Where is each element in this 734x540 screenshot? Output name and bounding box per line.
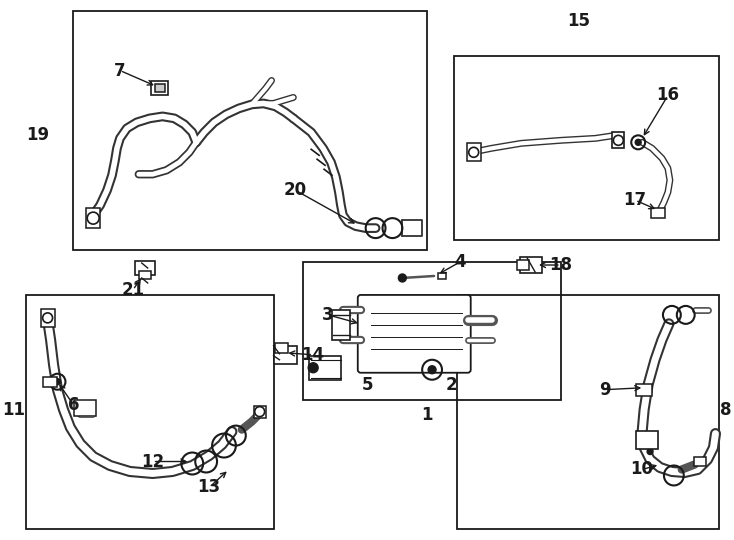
Text: 14: 14 — [302, 346, 324, 364]
Bar — [135, 261, 155, 275]
Text: 13: 13 — [197, 478, 221, 496]
Bar — [74, 400, 96, 416]
Bar — [139, 271, 150, 279]
Circle shape — [647, 449, 653, 455]
Circle shape — [640, 441, 648, 449]
Bar — [438, 273, 446, 279]
Circle shape — [54, 379, 60, 384]
Text: 8: 8 — [719, 401, 731, 418]
Text: 2: 2 — [446, 376, 458, 394]
Bar — [309, 356, 341, 380]
Bar — [254, 406, 266, 417]
Bar — [454, 56, 719, 240]
Text: 21: 21 — [121, 281, 145, 299]
Bar — [40, 309, 54, 327]
Bar — [517, 260, 529, 270]
Bar — [275, 343, 288, 353]
Text: 1: 1 — [421, 406, 433, 423]
Text: 7: 7 — [114, 62, 126, 79]
Bar — [332, 310, 350, 340]
Circle shape — [399, 274, 407, 282]
Circle shape — [635, 139, 642, 145]
Text: 19: 19 — [26, 126, 49, 144]
Bar — [467, 143, 481, 161]
Text: 11: 11 — [2, 401, 26, 418]
Circle shape — [87, 212, 99, 224]
Bar — [520, 257, 542, 273]
Text: 4: 4 — [454, 253, 465, 271]
Bar — [612, 132, 625, 149]
Bar — [73, 11, 427, 250]
Circle shape — [308, 363, 318, 373]
Bar — [636, 384, 652, 396]
Bar — [155, 84, 164, 92]
Bar — [274, 346, 297, 364]
Bar — [43, 377, 57, 387]
Circle shape — [428, 366, 436, 374]
Bar — [636, 430, 658, 449]
Bar — [651, 208, 665, 218]
Text: 16: 16 — [656, 86, 680, 104]
Text: 12: 12 — [141, 453, 164, 470]
Text: 18: 18 — [549, 256, 573, 274]
Text: 10: 10 — [631, 461, 654, 478]
Text: 3: 3 — [322, 306, 334, 324]
Text: 17: 17 — [624, 191, 647, 209]
Text: 15: 15 — [567, 12, 590, 30]
Text: 9: 9 — [599, 381, 610, 399]
Text: 5: 5 — [362, 376, 374, 394]
Bar — [150, 82, 169, 96]
Bar — [26, 295, 274, 529]
Bar — [457, 295, 719, 529]
FancyBboxPatch shape — [357, 295, 470, 373]
Text: 20: 20 — [284, 181, 307, 199]
Text: 6: 6 — [68, 396, 79, 414]
Bar — [303, 262, 561, 400]
Bar — [694, 456, 705, 467]
Bar — [87, 208, 100, 228]
